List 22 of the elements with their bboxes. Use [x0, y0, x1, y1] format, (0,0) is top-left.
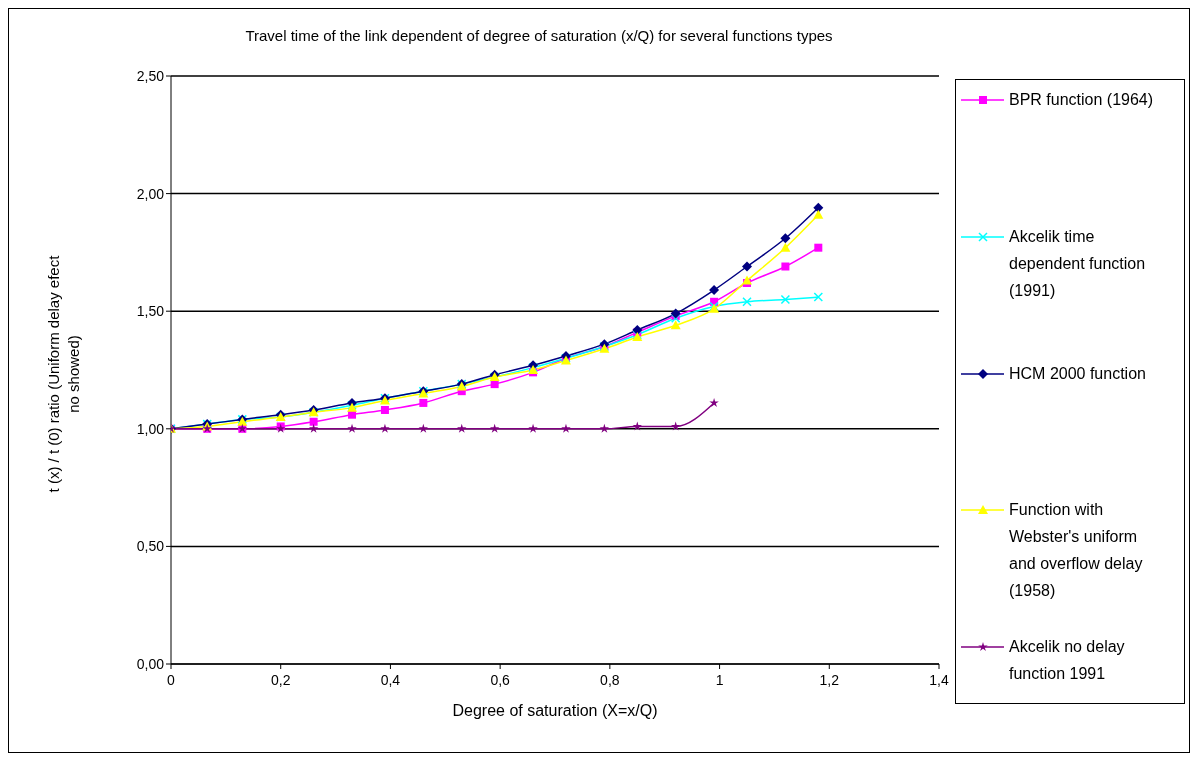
legend-label: HCM 2000 function — [1009, 363, 1147, 384]
legend-label: Akcelik time dependent function (1991) — [1009, 226, 1147, 301]
x-tick-label: 0,2 — [270, 672, 291, 688]
y-tick-label: 0,50 — [136, 538, 165, 555]
x-axis-title: Degree of saturation (X=x/Q) — [452, 702, 658, 719]
y-tick-label: 0,00 — [136, 655, 165, 672]
y-tick-label: 2,50 — [136, 67, 165, 84]
x-tick-label: 0,6 — [490, 672, 511, 688]
x-tick-label: 1,2 — [819, 672, 840, 688]
legend-label: Akcelik no delay function 1991 — [1009, 637, 1126, 684]
x-tick-label: 1 — [715, 672, 724, 688]
x-tick-label: 0,8 — [600, 672, 620, 688]
x-tick-label: 1,4 — [929, 672, 949, 688]
chart-title: Travel time of the link dependent of degree of saturation (x/Q) for several functions types — [244, 27, 834, 44]
y-tick-label: 2,00 — [136, 185, 165, 202]
y-axis-title: t (x) / t (0) ratio (Uniform delay efect no showed) — [44, 254, 83, 494]
y-tick-label: 1,50 — [136, 303, 165, 320]
x-tick-label: 0 — [167, 672, 176, 688]
y-tick-label: 1,00 — [136, 420, 165, 437]
x-tick-label: 0,4 — [380, 672, 401, 688]
legend-label: Function with Webster's uniform and overflow delay (1958) — [1009, 500, 1144, 602]
legend-label: BPR function (1964) — [1009, 90, 1155, 110]
